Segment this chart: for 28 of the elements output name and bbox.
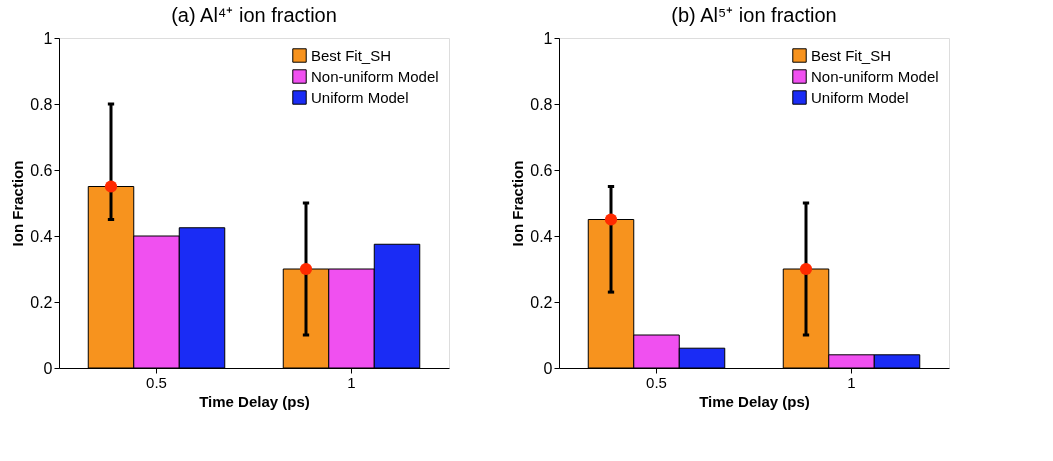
- y-tick-label: 0.6: [30, 161, 53, 179]
- chart-title: (b) Al⁵⁺ ion fraction: [671, 4, 837, 26]
- legend-label: Best Fit_SH: [311, 46, 392, 64]
- y-tick-label: 1: [43, 29, 53, 47]
- y-tick-label: 0.2: [530, 293, 553, 311]
- x-tick-label: 0.5: [146, 373, 167, 391]
- legend-label: Uniform Model: [311, 88, 409, 106]
- y-tick-label: 0.8: [530, 95, 553, 113]
- y-tick-label: 0.6: [530, 161, 553, 179]
- x-axis-title: Time Delay (ps): [199, 392, 310, 410]
- y-tick-label: 0: [43, 359, 53, 377]
- y-tick-label: 0.4: [530, 227, 553, 245]
- legend-label: Non-uniform Model: [811, 67, 939, 85]
- chart-title: (a) Al⁴⁺ ion fraction: [171, 4, 337, 26]
- x-axis-title: Time Delay (ps): [699, 392, 810, 410]
- y-tick-label: 0: [543, 359, 553, 377]
- legend-label: Best Fit_SH: [811, 46, 892, 64]
- legend-label: Non-uniform Model: [311, 67, 439, 85]
- x-tick-label: 1: [347, 373, 356, 391]
- y-tick-label: 0.4: [30, 227, 53, 245]
- y-tick-label: 0.8: [30, 95, 53, 113]
- y-tick-label: 0.2: [30, 293, 53, 311]
- y-axis-title: Ion Fraction: [9, 160, 27, 247]
- y-axis-title: Ion Fraction: [509, 160, 527, 247]
- y-tick-label: 1: [543, 29, 553, 47]
- x-tick-label: 0.5: [646, 373, 667, 391]
- legend-label: Uniform Model: [811, 88, 909, 106]
- x-tick-label: 1: [847, 373, 856, 391]
